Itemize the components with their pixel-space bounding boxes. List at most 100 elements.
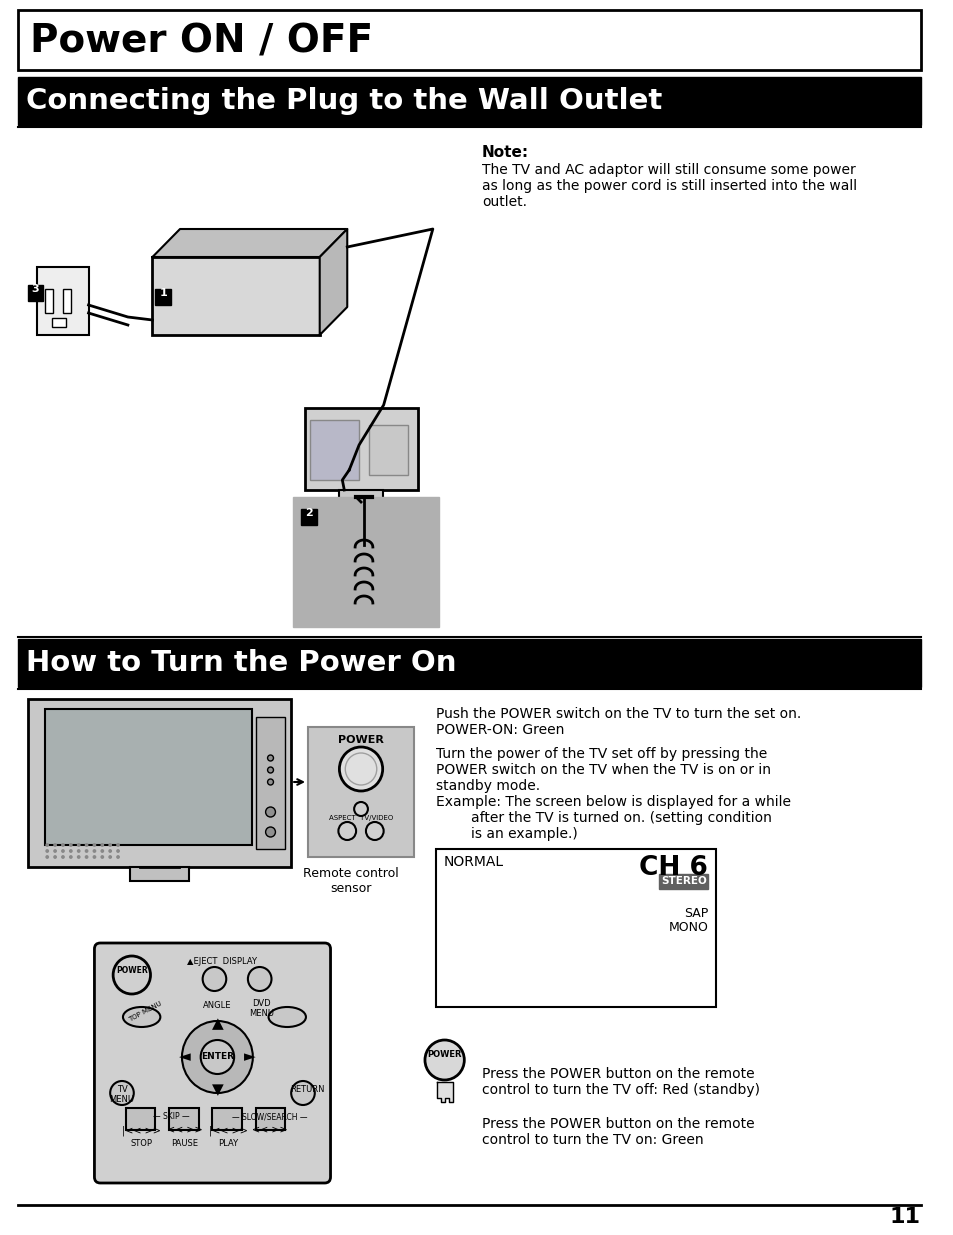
Circle shape: [117, 844, 119, 846]
Bar: [18, 77, 920, 125]
Circle shape: [86, 850, 88, 852]
Bar: [45, 289, 53, 312]
Text: TOP MENU: TOP MENU: [128, 1000, 163, 1024]
Bar: [28, 285, 43, 301]
Bar: [293, 496, 438, 627]
Bar: [37, 267, 89, 335]
Circle shape: [182, 1021, 253, 1093]
Text: MONO: MONO: [668, 921, 707, 934]
Circle shape: [70, 856, 71, 858]
Circle shape: [86, 856, 88, 858]
Bar: [255, 718, 285, 848]
Text: Power ON / OFF: Power ON / OFF: [30, 22, 373, 61]
Circle shape: [77, 844, 80, 846]
Circle shape: [117, 850, 119, 852]
Bar: [130, 867, 189, 881]
Bar: [301, 509, 316, 525]
Bar: [255, 1108, 285, 1130]
Circle shape: [267, 755, 274, 761]
Circle shape: [93, 856, 95, 858]
Text: The TV and AC adaptor will still consume some power
as long as the power cord is: The TV and AC adaptor will still consume…: [481, 163, 856, 210]
Text: 11: 11: [889, 1207, 920, 1228]
Circle shape: [366, 823, 383, 840]
Circle shape: [101, 844, 103, 846]
Circle shape: [62, 850, 64, 852]
Text: ▼: ▼: [212, 1083, 223, 1098]
Circle shape: [109, 856, 112, 858]
Bar: [63, 289, 71, 312]
Circle shape: [93, 844, 95, 846]
Circle shape: [117, 856, 119, 858]
Polygon shape: [152, 228, 347, 257]
Circle shape: [113, 956, 151, 994]
Bar: [310, 420, 358, 480]
Text: Connecting the Plug to the Wall Outlet: Connecting the Plug to the Wall Outlet: [26, 86, 661, 115]
Bar: [18, 10, 920, 70]
Text: ENTER: ENTER: [201, 1052, 233, 1061]
Circle shape: [62, 844, 64, 846]
Circle shape: [46, 844, 49, 846]
Text: ASPECT  TV/VIDEO: ASPECT TV/VIDEO: [329, 815, 393, 821]
Circle shape: [424, 1040, 464, 1079]
Polygon shape: [319, 228, 347, 335]
Circle shape: [101, 850, 103, 852]
Text: POWER: POWER: [337, 735, 383, 745]
Bar: [305, 408, 417, 490]
Circle shape: [109, 850, 112, 852]
Bar: [169, 1108, 198, 1130]
Text: ▲EJECT  DISPLAY: ▲EJECT DISPLAY: [187, 957, 257, 966]
Circle shape: [54, 850, 56, 852]
Text: Press the POWER button on the remote
control to turn the TV off: Red (standby): Press the POWER button on the remote con…: [481, 1067, 760, 1097]
Circle shape: [200, 1040, 233, 1074]
Bar: [28, 699, 291, 867]
Ellipse shape: [269, 1007, 306, 1028]
Circle shape: [46, 850, 49, 852]
FancyBboxPatch shape: [94, 944, 330, 1183]
Bar: [213, 1108, 242, 1130]
Bar: [369, 425, 408, 475]
Text: PLAY: PLAY: [218, 1139, 238, 1149]
Text: 1: 1: [159, 288, 167, 298]
Text: ◄: ◄: [179, 1050, 191, 1065]
Bar: [152, 257, 319, 335]
Text: SAP: SAP: [683, 906, 707, 920]
Text: PAUSE: PAUSE: [172, 1139, 198, 1149]
Circle shape: [54, 856, 56, 858]
Circle shape: [62, 856, 64, 858]
Text: — SLOW/SEARCH —: — SLOW/SEARCH —: [232, 1112, 307, 1121]
Text: Turn the power of the TV set off by pressing the
POWER switch on the TV when the: Turn the power of the TV set off by pres…: [436, 747, 770, 793]
Bar: [308, 727, 414, 857]
Circle shape: [86, 844, 88, 846]
Circle shape: [109, 844, 112, 846]
Polygon shape: [436, 1082, 452, 1102]
Text: ►: ►: [244, 1050, 255, 1065]
Circle shape: [70, 850, 71, 852]
Circle shape: [46, 856, 49, 858]
Circle shape: [110, 1081, 133, 1105]
Text: << >>: << >>: [252, 1125, 287, 1135]
Circle shape: [77, 850, 80, 852]
Circle shape: [202, 967, 226, 990]
Bar: [339, 490, 382, 501]
Text: 3: 3: [31, 284, 39, 294]
Text: STOP: STOP: [131, 1139, 152, 1149]
Text: Push the POWER switch on the TV to turn the set on.
POWER-ON: Green: Push the POWER switch on the TV to turn …: [436, 706, 801, 737]
Circle shape: [265, 806, 275, 818]
Bar: [45, 709, 252, 845]
Text: Remote control
sensor: Remote control sensor: [303, 867, 398, 895]
Text: RETURN: RETURN: [290, 1086, 324, 1094]
Text: Note:: Note:: [481, 144, 529, 161]
Text: DVD
MENU: DVD MENU: [249, 999, 274, 1019]
Text: NORMAL: NORMAL: [443, 855, 503, 869]
Text: |<< >>: |<< >>: [209, 1125, 248, 1135]
Text: Example: The screen below is displayed for a while
        after the TV is turne: Example: The screen below is displayed f…: [436, 795, 790, 841]
Circle shape: [77, 856, 80, 858]
Bar: [52, 317, 66, 327]
Circle shape: [54, 844, 56, 846]
Bar: [155, 289, 171, 305]
Text: ANGLE: ANGLE: [203, 1002, 232, 1010]
Text: 2: 2: [305, 508, 313, 517]
Text: ▲: ▲: [212, 1016, 223, 1031]
Circle shape: [267, 767, 274, 773]
Text: << >>: << >>: [167, 1125, 203, 1135]
